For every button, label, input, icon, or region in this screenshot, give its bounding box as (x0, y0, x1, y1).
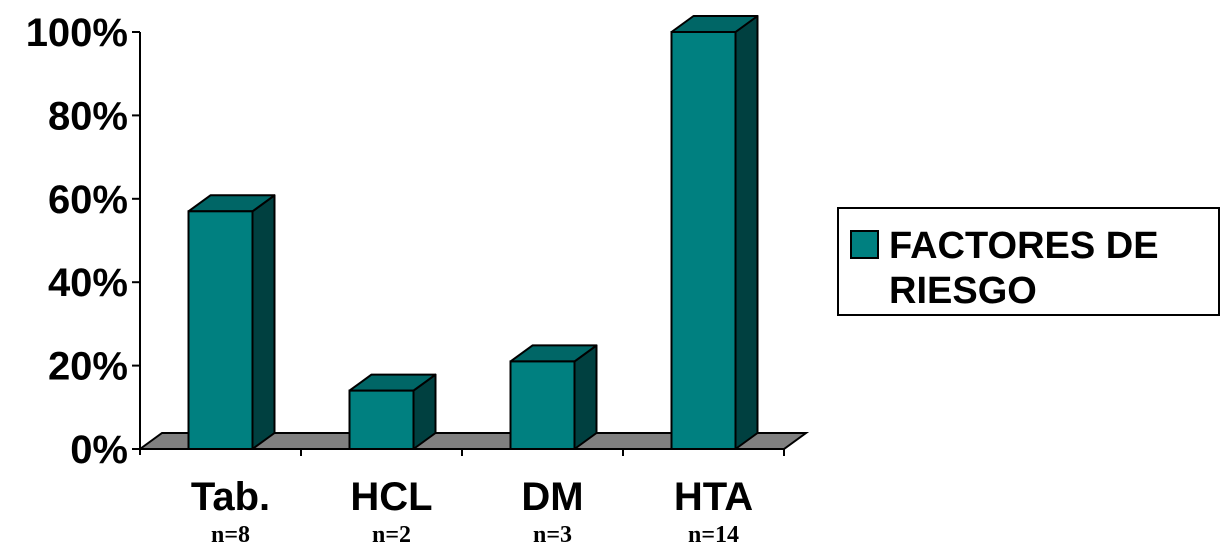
y-tick-label: 60% (48, 178, 128, 222)
x-axis-labels: Tab. n=8 HCL n=2 DM n=3 HTA n=14 (191, 475, 753, 548)
bar-front (509, 360, 576, 450)
bars (187, 15, 759, 450)
x-sample-size-label: n=14 (688, 522, 739, 548)
legend-label-line-1: FACTORES DE (889, 225, 1159, 267)
bar-side (573, 344, 598, 450)
legend-label-line-2: RIESGO (889, 270, 1037, 312)
y-tick-label: 20% (48, 345, 128, 389)
legend-box (837, 207, 1220, 316)
legend-swatch (850, 230, 879, 259)
legend: FACTORES DE RIESGO (837, 207, 1220, 316)
y-tick-label: 80% (48, 94, 128, 138)
bar-tab (187, 194, 276, 450)
bar-hta (670, 15, 759, 450)
x-sample-size-label: n=8 (211, 522, 250, 548)
x-category-label: HCL (350, 475, 432, 519)
bar-front (348, 389, 415, 450)
x-category-label: HTA (674, 475, 753, 519)
x-category-label: Tab. (191, 475, 270, 519)
bar-hcl (348, 373, 437, 450)
x-sample-size-label: n=2 (372, 522, 411, 548)
bar-side (251, 194, 276, 450)
x-category-label: DM (521, 475, 583, 519)
y-tick-label: 100% (26, 11, 128, 55)
bar-dm (509, 344, 598, 450)
bar-front (187, 210, 254, 450)
x-axis-ticks (300, 449, 785, 456)
y-axis-ticks: 0% 20% 40% 60% 80% 100% (26, 11, 140, 472)
bar-side (734, 15, 759, 450)
x-sample-size-label: n=3 (533, 522, 572, 548)
y-tick-label: 40% (48, 261, 128, 305)
bar-front (670, 31, 737, 450)
y-tick-label: 0% (70, 428, 128, 472)
